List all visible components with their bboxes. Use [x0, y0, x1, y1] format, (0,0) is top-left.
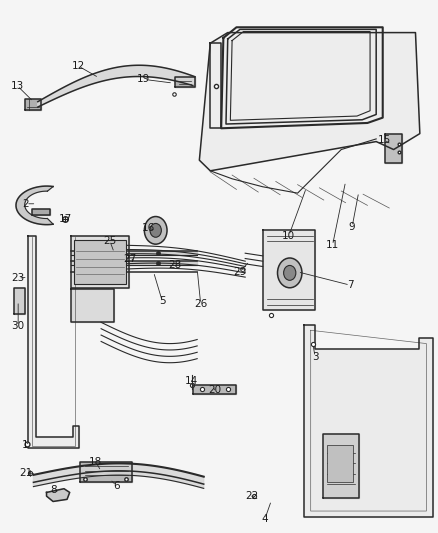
Circle shape	[150, 223, 161, 237]
Polygon shape	[28, 236, 79, 448]
Polygon shape	[304, 325, 433, 518]
Polygon shape	[46, 489, 70, 502]
Text: 22: 22	[245, 491, 258, 501]
Polygon shape	[71, 236, 130, 288]
Polygon shape	[175, 77, 195, 87]
Text: 14: 14	[185, 376, 198, 386]
Text: 27: 27	[123, 254, 136, 263]
Text: 25: 25	[103, 236, 117, 246]
Polygon shape	[80, 462, 132, 482]
Text: 26: 26	[194, 298, 207, 309]
Text: 30: 30	[11, 321, 25, 331]
Polygon shape	[385, 134, 403, 163]
Polygon shape	[323, 434, 359, 498]
Polygon shape	[71, 261, 197, 265]
Polygon shape	[38, 65, 195, 107]
Text: 16: 16	[141, 223, 155, 233]
Text: 5: 5	[159, 296, 166, 306]
Text: 2: 2	[23, 199, 29, 209]
Text: 6: 6	[113, 481, 120, 490]
Polygon shape	[14, 288, 25, 314]
Text: 7: 7	[346, 280, 353, 290]
Text: 1: 1	[21, 440, 28, 450]
Text: 10: 10	[283, 231, 295, 241]
Text: 4: 4	[261, 514, 268, 524]
Polygon shape	[32, 209, 49, 215]
Polygon shape	[25, 99, 41, 110]
Polygon shape	[16, 186, 53, 224]
Text: 29: 29	[233, 267, 247, 277]
Polygon shape	[71, 251, 197, 255]
Text: 23: 23	[11, 273, 25, 283]
Circle shape	[284, 265, 296, 280]
Text: 28: 28	[168, 261, 181, 270]
Bar	[327, 445, 353, 482]
Text: 21: 21	[19, 468, 33, 478]
Text: 17: 17	[59, 214, 72, 224]
Circle shape	[145, 216, 167, 244]
Text: 18: 18	[89, 457, 102, 467]
Circle shape	[278, 258, 302, 288]
Text: 15: 15	[378, 135, 391, 145]
Polygon shape	[33, 463, 204, 488]
Text: 9: 9	[349, 222, 356, 232]
Text: 8: 8	[50, 485, 57, 495]
Text: 19: 19	[137, 75, 151, 84]
Text: 12: 12	[72, 61, 85, 71]
Polygon shape	[71, 289, 114, 322]
Polygon shape	[263, 230, 315, 310]
Text: 13: 13	[11, 81, 24, 91]
Polygon shape	[193, 384, 237, 394]
Bar	[74, 240, 126, 284]
Text: 3: 3	[312, 352, 318, 362]
Polygon shape	[199, 33, 420, 171]
Text: 20: 20	[208, 385, 221, 395]
Text: 11: 11	[326, 240, 339, 250]
